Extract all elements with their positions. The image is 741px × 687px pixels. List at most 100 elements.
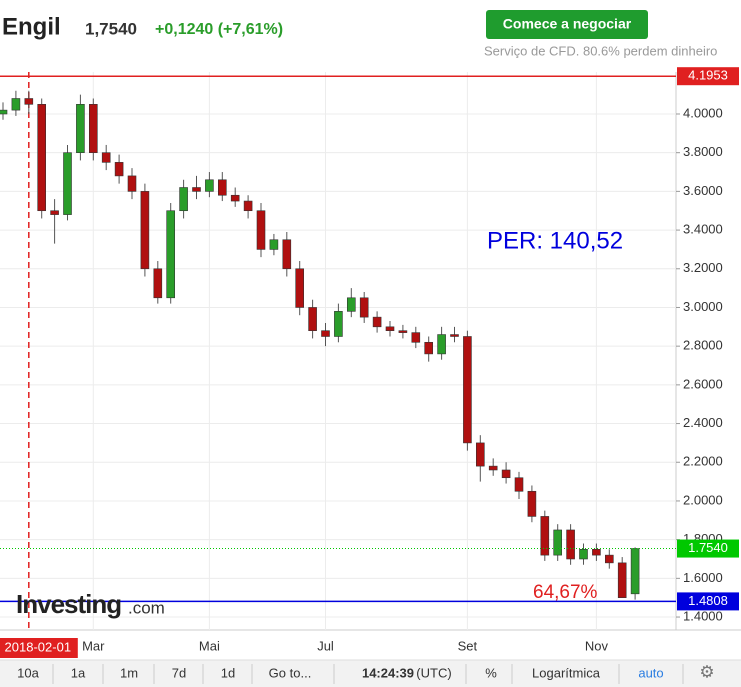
toolbar-item[interactable]: Logarítmica	[532, 665, 601, 680]
candle-body	[179, 187, 188, 212]
candle-body	[398, 330, 408, 333]
y-tick-label: 2.0000	[683, 492, 723, 507]
toolbar-item[interactable]: 7d	[172, 665, 186, 680]
candle-body	[295, 268, 305, 308]
candle-body	[553, 529, 563, 556]
y-tick-label: 3.4000	[683, 222, 723, 237]
candle-body	[76, 104, 85, 153]
toolbar-item: (UTC)	[416, 665, 451, 680]
y-tick-label: 1.4000	[683, 608, 723, 623]
candle-body	[101, 152, 111, 163]
price-label-box	[677, 592, 739, 611]
instrument-name: Engil	[2, 13, 61, 40]
trade-button-label[interactable]: Comece a negociar	[503, 16, 632, 32]
toolbar-item[interactable]: Go to...	[269, 665, 312, 680]
candle-body	[501, 469, 511, 479]
x-tick-label: Nov	[585, 638, 609, 653]
toolbar-item[interactable]: auto	[638, 665, 663, 680]
candle-body	[192, 187, 201, 192]
candle-body	[140, 191, 150, 270]
candle-body	[630, 548, 640, 595]
toolbar-item: 14:24:39	[362, 665, 414, 680]
candle-body	[334, 311, 343, 337]
candle-body	[617, 562, 627, 598]
y-tick-label: 3.2000	[683, 260, 723, 275]
x-tick-label: Mar	[82, 638, 105, 653]
y-tick-label: 2.2000	[683, 454, 723, 469]
candle-body	[346, 297, 356, 312]
crosshair-label-box	[0, 638, 78, 658]
toolbar-item[interactable]: %	[485, 665, 497, 680]
y-tick-label: 3.6000	[683, 183, 723, 198]
x-tick-label: Mai	[199, 638, 220, 653]
candle-body	[514, 477, 524, 492]
candle-body	[205, 179, 214, 192]
y-tick-label: 2.6000	[683, 376, 723, 391]
toolbar-item[interactable]: 1d	[221, 665, 235, 680]
candle-body	[256, 210, 266, 250]
candle-body	[127, 175, 137, 192]
candle-body	[463, 336, 472, 444]
candle-body	[592, 549, 601, 556]
candle-body	[566, 529, 575, 560]
candle-body	[359, 297, 369, 318]
candle-body	[604, 554, 614, 564]
y-tick-label: 3.8000	[683, 144, 723, 159]
candle-body	[437, 334, 446, 355]
price-label: 1.7540	[688, 540, 728, 555]
annotation: 64,67%	[533, 582, 598, 603]
settings-icon[interactable]: ⚙	[699, 662, 714, 681]
toolbar-item[interactable]: 10a	[17, 665, 39, 680]
y-tick-label: 3.0000	[683, 299, 723, 314]
candle-body	[63, 152, 72, 215]
candle-body	[230, 194, 240, 202]
y-tick-label: 1.6000	[683, 570, 723, 585]
watermark-main: Investing	[16, 589, 121, 619]
candle-body	[308, 307, 317, 331]
candle-body	[488, 465, 498, 471]
candle-body	[450, 334, 459, 337]
change: +0,1240 (+7,61%)	[155, 21, 283, 38]
y-tick-label: 2.4000	[683, 415, 723, 430]
crosshair-label: 2018-02-01	[5, 639, 72, 654]
candle-body	[540, 516, 550, 556]
x-tick-label: Jul	[317, 638, 334, 653]
candle-body	[153, 268, 163, 299]
price-label-box	[677, 67, 739, 86]
x-tick-label: Set	[458, 638, 478, 653]
candle-body	[579, 549, 588, 560]
candle-body	[424, 341, 434, 355]
annotation: PER: 140,52	[487, 227, 623, 254]
candle-body	[11, 98, 21, 111]
candle-body	[166, 210, 175, 299]
candle-body	[218, 179, 227, 196]
price-label: 4.1953	[688, 68, 728, 83]
toolbar-item[interactable]: 1a	[71, 665, 86, 680]
candle-body	[269, 239, 279, 250]
candle-body	[37, 104, 47, 212]
candle-body	[321, 330, 330, 337]
candle-body	[50, 210, 59, 215]
price-label-box	[677, 539, 739, 558]
candle-body	[89, 104, 98, 153]
candle-body	[114, 162, 124, 177]
toolbar	[0, 660, 741, 687]
disclaimer: Serviço de CFD. 80.6% perdem dinheiro	[484, 43, 717, 58]
candle-body	[385, 326, 395, 331]
price: 1,7540	[85, 19, 137, 38]
y-tick-label: 2.8000	[683, 338, 723, 353]
trade-button[interactable]	[486, 10, 648, 39]
candle-body	[0, 109, 8, 115]
candle-body	[282, 239, 292, 270]
candle-body	[243, 200, 253, 212]
toolbar-item[interactable]: 1m	[120, 665, 138, 680]
candle-body	[411, 332, 421, 343]
candle-body	[24, 98, 34, 105]
watermark-suffix: .com	[128, 598, 165, 617]
y-tick-label: 4.0000	[683, 105, 723, 120]
candle-body	[475, 442, 485, 467]
candle-body	[372, 316, 382, 328]
candle-body	[527, 490, 537, 517]
